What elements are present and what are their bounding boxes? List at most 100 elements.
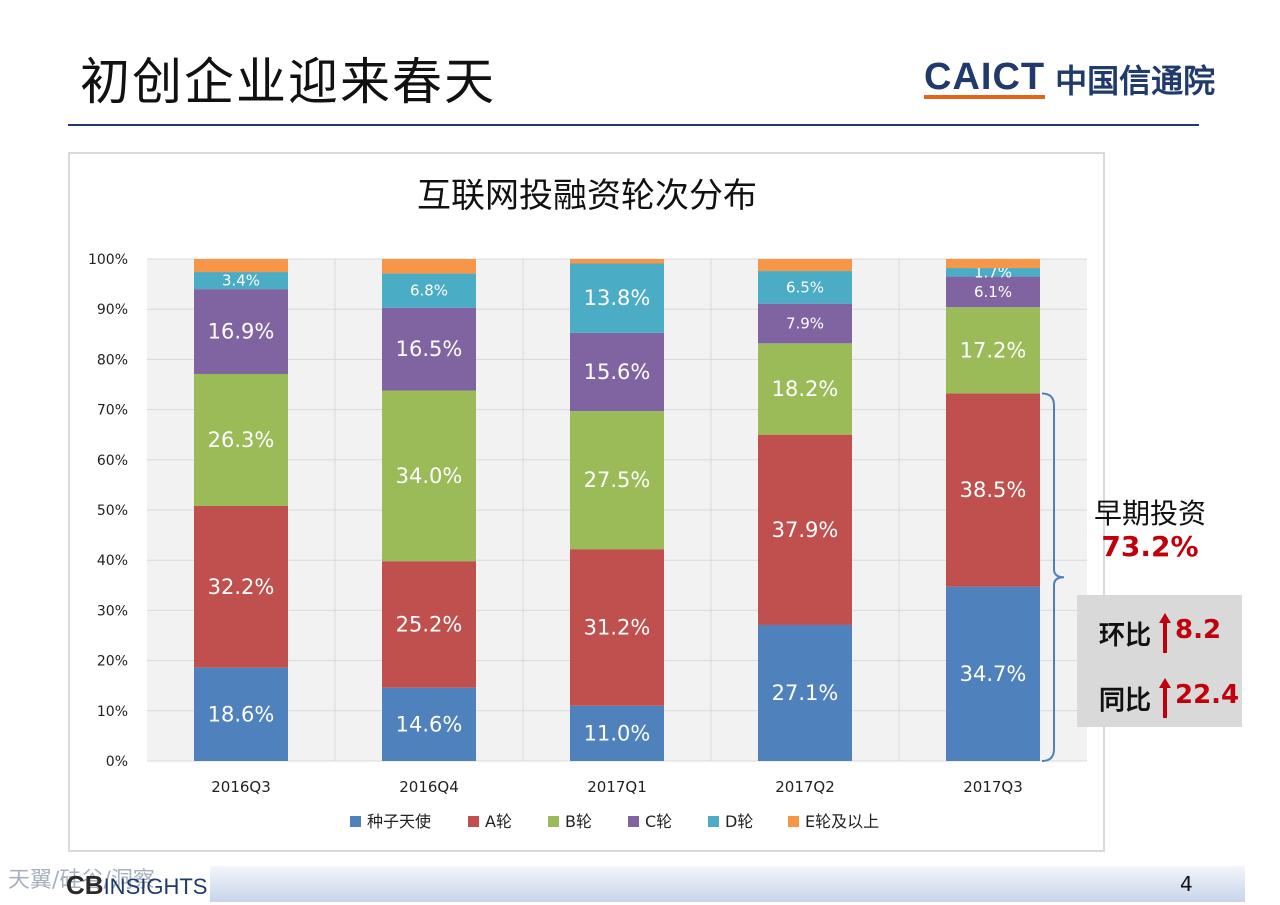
y-tick-label: 90% xyxy=(97,302,128,318)
bar-segment xyxy=(194,505,288,668)
data-label: 18.2% xyxy=(772,377,839,401)
slide-title: 初创企业迎来春天 xyxy=(80,53,496,111)
footer-bar xyxy=(210,866,1245,902)
qoq-label: 环比 xyxy=(1099,621,1152,651)
bar-segment xyxy=(382,307,476,391)
bar-segment xyxy=(758,303,852,344)
bar-segment xyxy=(758,259,852,272)
up-arrow-icon xyxy=(1159,613,1171,653)
watermark: 天翼/硅谷/洞察 xyxy=(8,868,155,893)
data-label: 18.6% xyxy=(208,702,275,726)
caict-logo: CAICT 中国信通院 xyxy=(924,56,1215,102)
x-tick-label: 2016Q3 xyxy=(211,778,271,796)
chart-title: 互联网投融资轮次分布 xyxy=(417,176,757,216)
early-investment-value: 73.2% xyxy=(1101,530,1199,563)
bar-segment xyxy=(570,263,664,333)
bar-segment xyxy=(946,307,1040,394)
legend-label: C轮 xyxy=(645,812,672,831)
y-tick-label: 100% xyxy=(88,252,128,268)
cbinsights-logo: CBINSIGHTS xyxy=(66,870,207,901)
title-divider xyxy=(68,124,1199,126)
data-label: 16.9% xyxy=(208,320,275,344)
data-label: 27.1% xyxy=(772,681,839,705)
bar-segment xyxy=(946,276,1040,308)
data-label: 7.9% xyxy=(786,315,824,333)
qoq-row: 环比 8.2 xyxy=(1077,607,1242,657)
data-label: 3.4% xyxy=(222,272,260,290)
data-label: 17.2% xyxy=(960,338,1027,362)
y-tick-label: 10% xyxy=(97,704,128,720)
y-tick-label: 80% xyxy=(97,352,128,368)
yoy-value: 22.4 xyxy=(1175,680,1240,710)
page-number: 4 xyxy=(1180,872,1193,896)
bar-segment xyxy=(194,667,288,761)
legend-swatch xyxy=(708,816,719,827)
data-label: 13.8% xyxy=(584,286,651,310)
early-stage-bracket xyxy=(1041,392,1065,762)
bar-segment xyxy=(946,268,1040,277)
stacked-bar-chart: 互联网投融资轮次分布 0% 10% 20% 30% 40% 50% 60% 70% 80% 90% 1… xyxy=(88,176,1087,831)
data-label: 37.9% xyxy=(772,518,839,542)
x-tick-label: 2017Q1 xyxy=(587,778,647,796)
early-investment-label: 早期投资 xyxy=(1093,497,1206,530)
bar-segment xyxy=(382,259,476,274)
yoy-label: 同比 xyxy=(1099,686,1152,716)
data-label: 27.5% xyxy=(584,468,651,492)
y-tick-label: 30% xyxy=(97,603,128,619)
change-box: 环比 8.2 同比 22.4 xyxy=(1077,595,1242,727)
legend-label: D轮 xyxy=(725,812,753,831)
legend-swatch xyxy=(350,816,361,827)
data-label: 14.6% xyxy=(396,712,463,736)
bar-segment xyxy=(758,434,852,625)
data-label: 25.2% xyxy=(396,612,463,636)
bar-segment xyxy=(570,705,664,761)
bar-segment xyxy=(946,259,1040,269)
brand-en: CAICT xyxy=(924,56,1046,99)
y-tick-label: 50% xyxy=(97,503,128,519)
legend-swatch xyxy=(548,816,559,827)
logo-cb: CB xyxy=(66,870,104,900)
up-arrow-icon xyxy=(1159,678,1171,718)
x-tick-label: 2016Q4 xyxy=(399,778,459,796)
legend-label: B轮 xyxy=(565,812,592,831)
bar-segment xyxy=(382,561,476,688)
bar-segment xyxy=(194,259,288,273)
data-label: 6.1% xyxy=(974,283,1012,301)
bar-segment xyxy=(570,332,664,412)
x-tick-label: 2017Q2 xyxy=(775,778,835,796)
legend-label: E轮及以上 xyxy=(805,812,879,831)
legend-label: 种子天使 xyxy=(367,812,431,831)
bar-segment xyxy=(758,271,852,304)
bar-segment xyxy=(758,624,852,761)
bar-segment xyxy=(946,393,1040,587)
bar-segment xyxy=(194,289,288,374)
qoq-value: 8.2 xyxy=(1175,615,1222,645)
data-label: 31.2% xyxy=(584,615,651,639)
bar-segment xyxy=(382,273,476,308)
legend-swatch xyxy=(468,816,479,827)
bar-segment xyxy=(194,272,288,290)
logo-insights: INSIGHTS xyxy=(103,874,208,899)
bar-segment xyxy=(382,687,476,761)
data-label: 6.8% xyxy=(410,282,448,300)
data-label: 32.2% xyxy=(208,575,275,599)
bar-segment xyxy=(570,549,664,706)
data-label: 38.5% xyxy=(960,478,1027,502)
brand-cn: 中国信通院 xyxy=(1055,62,1216,100)
yoy-row: 同比 22.4 xyxy=(1077,672,1242,722)
y-tick-label: 70% xyxy=(97,403,128,419)
data-label: 6.5% xyxy=(786,278,824,296)
x-tick-label: 2017Q3 xyxy=(963,778,1023,796)
legend-swatch xyxy=(628,816,639,827)
bar-segment xyxy=(946,586,1040,761)
data-label: 34.7% xyxy=(960,662,1027,686)
data-label: 16.5% xyxy=(396,337,463,361)
chart-frame: 互联网投融资轮次分布 0% 10% 20% 30% 40% 50% 60% 70% 80% 90% 1… xyxy=(68,152,1105,852)
bar-segment xyxy=(382,390,476,562)
y-tick-label: 20% xyxy=(97,654,128,670)
y-tick-label: 40% xyxy=(97,553,128,569)
bar-segment xyxy=(570,411,664,550)
bar-segment xyxy=(570,259,664,264)
y-tick-label: 0% xyxy=(106,754,128,770)
bar-segment xyxy=(758,343,852,435)
